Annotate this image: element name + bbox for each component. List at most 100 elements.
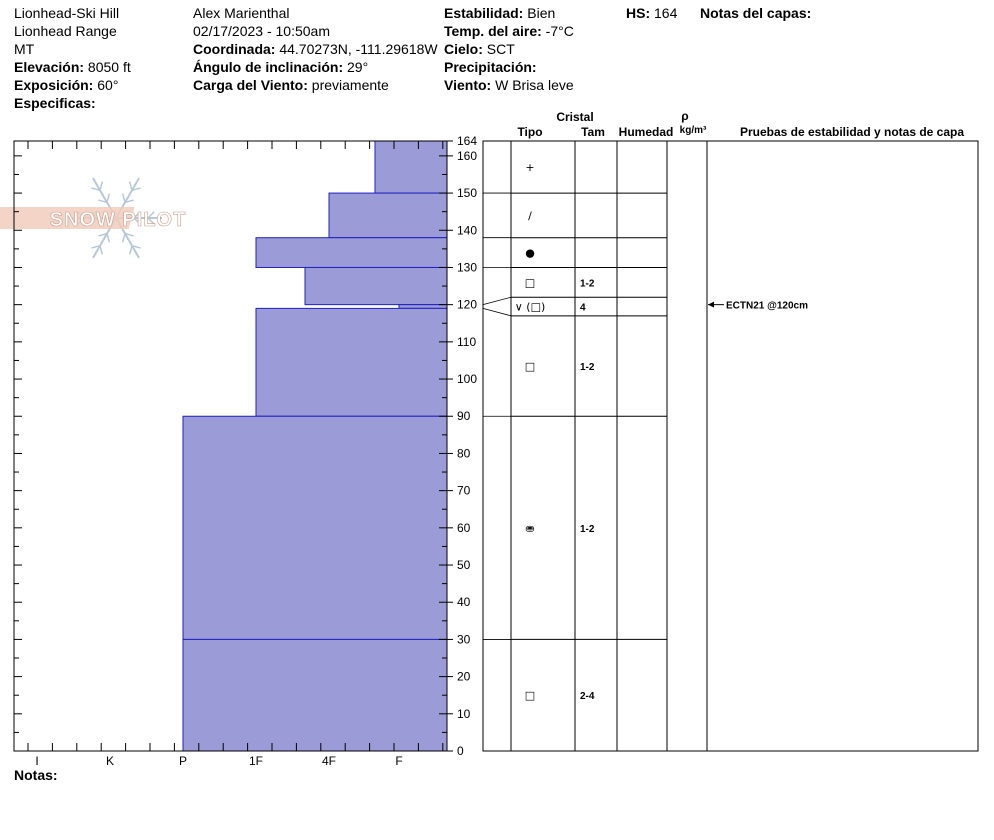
layer-notes-label: Notas del capas:	[700, 5, 812, 21]
crystal-header: Cristal	[556, 110, 593, 124]
hardness-label: I	[35, 754, 38, 768]
hardness-bar	[182, 415, 448, 640]
hardness-label: K	[106, 754, 114, 768]
hardness-label: 4F	[322, 754, 336, 768]
watermark-banner	[0, 207, 135, 229]
hardness-bar	[328, 192, 448, 239]
grain-size: 1-2	[580, 362, 595, 373]
depth-label: 110	[457, 335, 476, 349]
windload-value: previamente	[311, 77, 389, 93]
stability-label: Estabilidad:	[444, 5, 524, 21]
test-arrowhead	[708, 301, 714, 308]
depth-label: 130	[457, 260, 477, 274]
coordinates: Coordinada: 44.70273N, -111.29618W	[193, 40, 438, 58]
depth-label: 90	[457, 409, 471, 423]
snowpilot-watermark: SNOW PILOT	[0, 177, 186, 259]
stability-value: Bien	[527, 5, 556, 21]
grain-type-symbol: /	[528, 209, 532, 222]
aspect-label: Exposición:	[14, 77, 94, 93]
wind: Viento: W Brisa leve	[444, 76, 574, 94]
type-header: Tipo	[517, 125, 542, 139]
snowflake-branch	[131, 187, 141, 192]
airtemp-label: Temp. del aire:	[444, 23, 542, 39]
grain-type-symbol: ⛂	[525, 522, 534, 535]
grain-type-symbol: □	[525, 360, 535, 373]
snowflake-branch	[133, 217, 141, 225]
hardness-bar	[398, 304, 448, 309]
wind-loading: Carga del Viento: previamente	[193, 76, 389, 94]
air-temp: Temp. del aire: -7°C	[444, 22, 574, 40]
snowflake-branch	[147, 217, 155, 225]
specifics-label: Especificas:	[14, 95, 96, 111]
snowflake-branch	[124, 199, 134, 204]
grain-size: 4	[580, 303, 586, 314]
grain-type-symbol: ●	[525, 247, 535, 260]
snowflake-branch	[98, 232, 108, 237]
slope-angle: Ángulo de inclinación: 29°	[193, 58, 368, 76]
depth-label: 160	[457, 149, 477, 163]
tests-header: Pruebas de estabilidad y notas de capa	[740, 125, 964, 139]
plot-frame	[13, 140, 448, 752]
location: Lionhead-Ski Hill	[14, 5, 120, 21]
range: Lionhead Range	[14, 23, 117, 39]
hardness-bars	[182, 140, 448, 752]
snowflake-branch	[106, 233, 111, 243]
slope-value: 29°	[347, 59, 369, 75]
precipitation: Precipitación:	[444, 58, 537, 76]
depth-label: 50	[457, 558, 471, 572]
hardness-label: 1F	[249, 754, 263, 768]
depth-label: 120	[457, 298, 477, 312]
grain-type-symbol: +	[525, 161, 534, 174]
layer-connector	[482, 296, 512, 306]
depth-label: 100	[457, 372, 477, 386]
grain-size: 2-4	[580, 691, 595, 702]
sky-value: SCT	[486, 41, 515, 57]
hs-label: HS:	[626, 5, 651, 21]
depth-label: 164	[457, 134, 477, 148]
grain-type-symbol: □	[525, 689, 535, 702]
wind-value: W Brisa leve	[495, 77, 574, 93]
hardness-bar	[255, 237, 448, 268]
airtemp-value: -7°C	[545, 23, 574, 39]
snowflake-branch	[99, 181, 104, 191]
datetime: 02/17/2023 - 10:50am	[193, 23, 330, 39]
snowflake-branch	[128, 181, 133, 191]
snowflake-branch	[91, 187, 101, 192]
depth-label: 0	[457, 744, 464, 758]
moisture-header: Humedad	[619, 125, 674, 139]
state: MT	[14, 41, 35, 57]
depth-label: 40	[457, 595, 471, 609]
hardness-bar	[182, 638, 448, 752]
snowflake-branch	[133, 211, 141, 219]
depth-label: 10	[457, 707, 471, 721]
snowflake-branch	[131, 244, 141, 249]
depth-label: 150	[457, 186, 477, 200]
hardness-label: P	[179, 754, 187, 768]
sky-label: Cielo:	[444, 41, 483, 57]
snowflake-branch	[121, 233, 126, 243]
snowflake-branch	[99, 245, 104, 255]
layer-table: Cristal Tipo Tam Humedad ρ kg/m³ Pruebas de es…	[482, 109, 979, 752]
hs-value: 164	[654, 5, 678, 21]
depth-label: 80	[457, 446, 471, 460]
coord-value: 44.70273N, -111.29618W	[279, 41, 438, 57]
observer: Alex Marienthal	[193, 5, 290, 21]
rho-header: ρ	[681, 109, 688, 123]
table-frame	[482, 140, 979, 752]
aspect-value: 60°	[97, 77, 119, 93]
wind-label: Viento:	[444, 77, 492, 93]
snowflake-branch	[121, 193, 126, 203]
snowflake-branch	[91, 244, 101, 249]
stability: Estabilidad: Bien	[444, 4, 555, 22]
snow-height: HS: 164	[626, 4, 677, 22]
density-unit-header: kg/m³	[680, 125, 707, 136]
depth-label: 30	[457, 632, 471, 646]
grain-type-symbol: □	[525, 276, 535, 289]
depth-label: 140	[457, 223, 477, 237]
notes-label: Notas:	[14, 767, 58, 783]
aspect: Exposición: 60°	[14, 76, 118, 94]
precip-label: Precipitación:	[444, 59, 537, 75]
grain-size: 1-2	[580, 278, 595, 289]
layer-connector	[482, 307, 512, 317]
